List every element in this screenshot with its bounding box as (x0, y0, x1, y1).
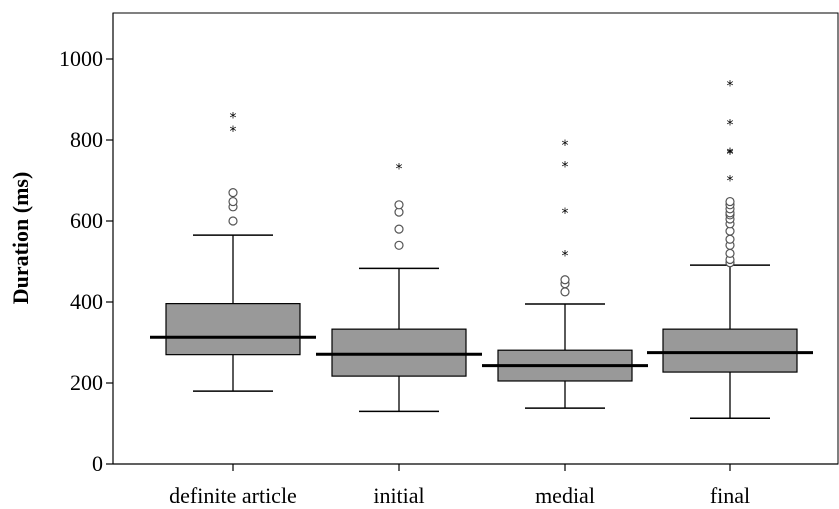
outlier-point (560, 287, 570, 297)
y-tick-label: 400 (70, 289, 103, 314)
extreme-point: * (727, 174, 734, 190)
box-group: ***** (647, 78, 813, 419)
y-tick-label: 1000 (59, 46, 103, 71)
outlier-point (725, 196, 735, 207)
outlier-point (394, 240, 404, 250)
outlier-point (394, 224, 404, 234)
extreme-point: * (727, 146, 734, 162)
x-tick-label: final (710, 483, 750, 508)
extreme-point: * (230, 110, 237, 126)
iqr-box (331, 328, 467, 377)
y-tick-label: 200 (70, 370, 103, 395)
x-axis: definite article initial medial final (113, 463, 838, 508)
box-group: * * * * (482, 138, 648, 409)
y-tick-label: 0 (92, 451, 103, 476)
outlier-point (725, 248, 735, 258)
outlier-point (228, 216, 238, 226)
y-tick-label: 600 (70, 208, 103, 233)
extreme-point: * (727, 147, 734, 163)
y-tick-label: 800 (70, 127, 103, 152)
y-axis: 0 200 400 600 800 1000 (59, 13, 114, 476)
x-tick-label: initial (373, 483, 424, 508)
outlier-point (725, 234, 735, 244)
extreme-point: * (562, 159, 569, 175)
extreme-point: * (396, 161, 403, 177)
box-group: ** (150, 110, 316, 392)
iqr-box (165, 303, 301, 356)
extreme-point: * (562, 248, 569, 264)
iqr-box (662, 328, 798, 373)
outlier-point (560, 275, 570, 285)
extreme-point: * (727, 78, 734, 94)
box-group: * (316, 161, 482, 413)
extreme-point: * (562, 138, 569, 154)
x-tick-label: medial (535, 483, 595, 508)
outlier-point (228, 196, 238, 207)
y-axis-title: Duration (ms) (8, 172, 33, 305)
x-tick-label: definite article (169, 483, 297, 508)
outlier-point (228, 188, 238, 198)
outlier-point (394, 200, 404, 210)
extreme-point: * (562, 206, 569, 222)
extreme-point: * (727, 118, 734, 134)
boxes: ************ (150, 78, 813, 419)
extreme-point: * (230, 124, 237, 140)
